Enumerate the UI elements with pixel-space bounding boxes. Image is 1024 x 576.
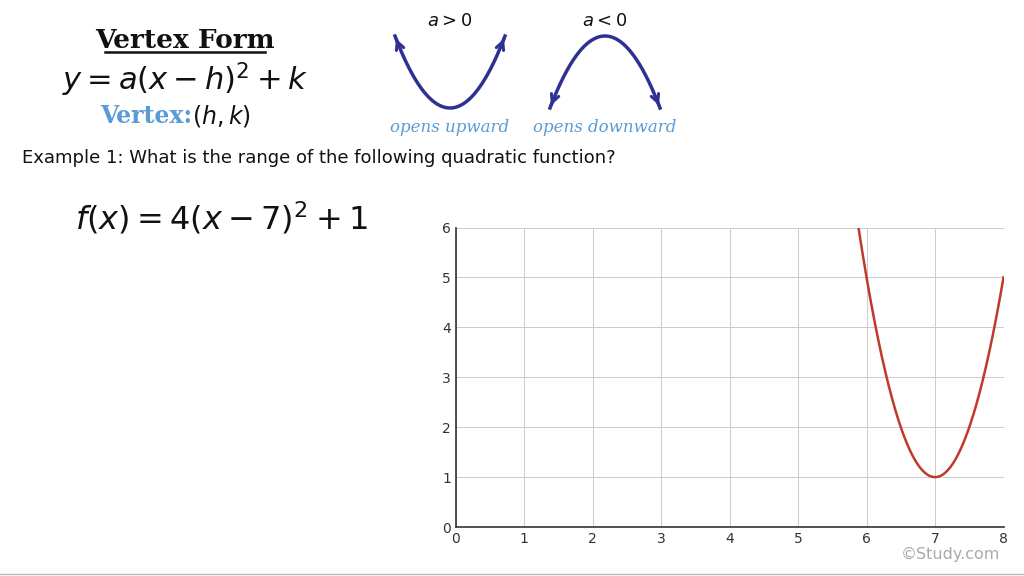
Text: $(h, k)$: $(h, k)$ bbox=[193, 103, 251, 129]
Text: ©Study.com: ©Study.com bbox=[901, 547, 1000, 562]
Text: Vertex Form: Vertex Form bbox=[95, 28, 274, 54]
Text: Vertex:: Vertex: bbox=[100, 104, 193, 128]
Text: $\mathit{f}(x) = 4(x-7)^2 + 1$: $\mathit{f}(x) = 4(x-7)^2 + 1$ bbox=[75, 200, 368, 236]
Text: Example 1: What is the range of the following quadratic function?: Example 1: What is the range of the foll… bbox=[22, 149, 615, 167]
Text: $a > 0$: $a > 0$ bbox=[427, 12, 473, 30]
Text: opens downward: opens downward bbox=[534, 119, 677, 137]
Text: opens upward: opens upward bbox=[390, 119, 510, 137]
Text: $y = a(x - h)^2 + k$: $y = a(x - h)^2 + k$ bbox=[61, 60, 308, 99]
Text: $a < 0$: $a < 0$ bbox=[583, 12, 628, 30]
